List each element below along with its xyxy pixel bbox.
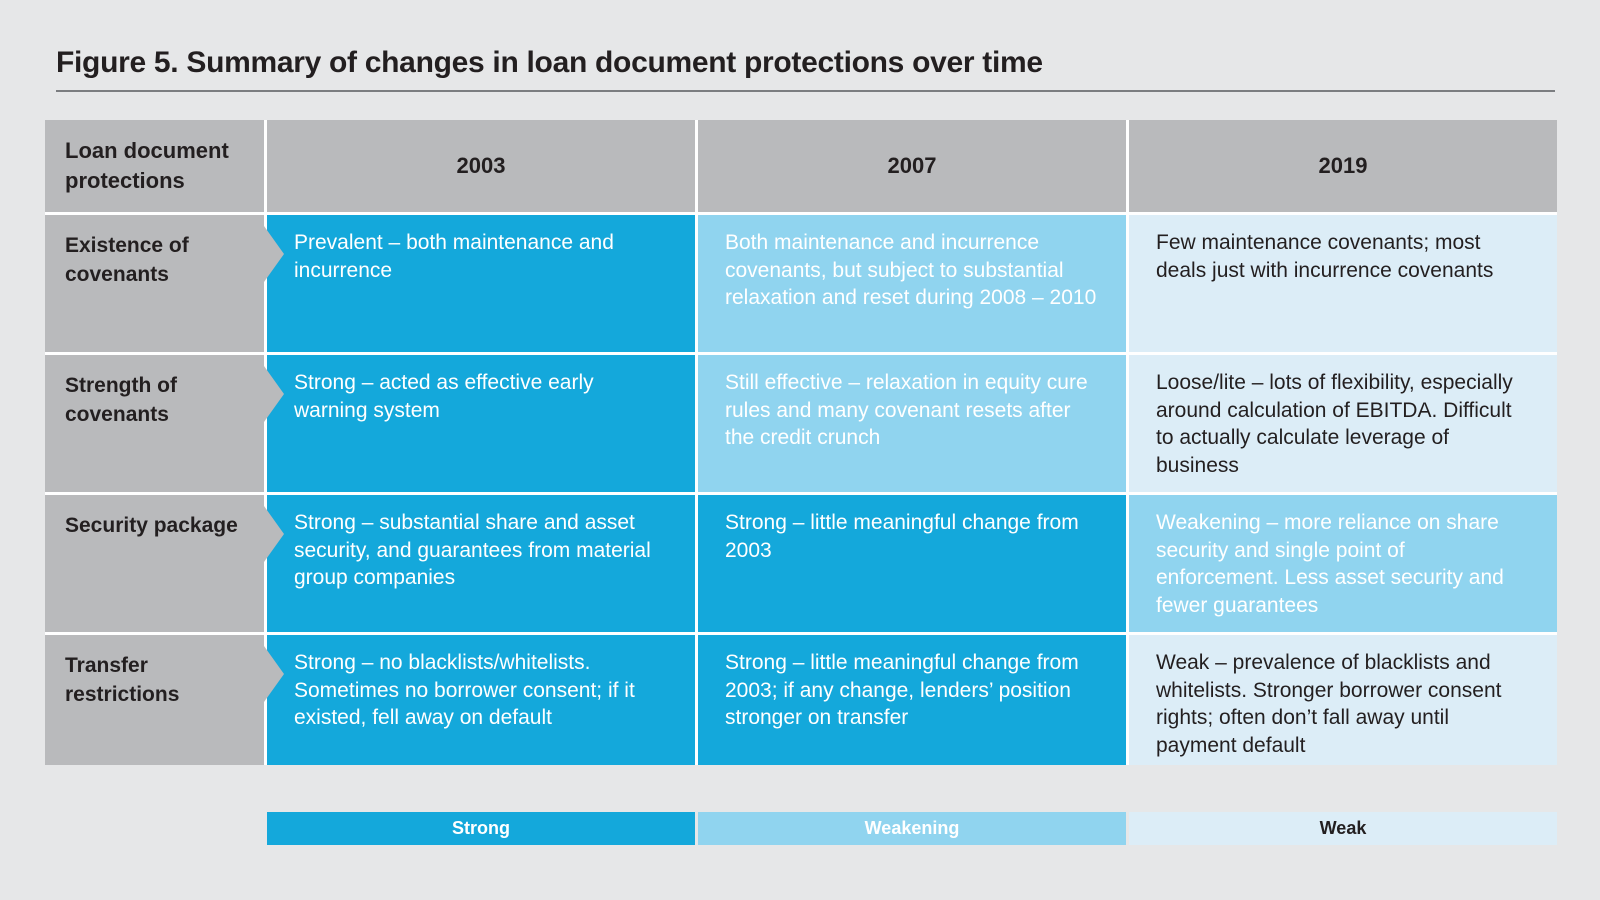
- year-header-2007: 2007: [698, 120, 1126, 212]
- legend-weak: Weak: [1129, 812, 1557, 845]
- table-cell: Strong – no blacklists/whitelists. Somet…: [267, 635, 695, 765]
- arrow-right-icon: [264, 366, 284, 422]
- table-cell: Still effective – relaxation in equity c…: [698, 355, 1126, 492]
- row-label-text: Existence of covenants: [65, 234, 189, 286]
- title-divider: [56, 90, 1555, 92]
- legend-strong: Strong: [267, 812, 695, 845]
- year-header-2003: 2003: [267, 120, 695, 212]
- loan-protections-table: Loan document protections 2003 2007 2019…: [45, 120, 1557, 765]
- row-label-text: Strength of covenants: [65, 374, 177, 426]
- strength-legend: Strong Weakening Weak: [45, 812, 1557, 845]
- figure-title: Figure 5. Summary of changes in loan doc…: [56, 46, 1043, 79]
- table-cell: Few maintenance covenants; most deals ju…: [1129, 215, 1557, 352]
- row-label-transfer-restrictions: Transfer restrictions: [45, 635, 284, 765]
- arrow-right-icon: [264, 226, 284, 282]
- arrow-right-icon: [264, 506, 284, 562]
- table-cell: Prevalent – both maintenance and incurre…: [267, 215, 695, 352]
- table-cell: Weak – prevalence of blacklists and whit…: [1129, 635, 1557, 765]
- year-header-2019: 2019: [1129, 120, 1557, 212]
- row-label-text: Transfer restrictions: [65, 654, 180, 706]
- row-label-security-package: Security package: [45, 495, 284, 632]
- row-label-strength-of-covenants: Strength of covenants: [45, 355, 284, 492]
- arrow-right-icon: [264, 646, 284, 702]
- table-cell: Both maintenance and incurrence covenant…: [698, 215, 1126, 352]
- table-cell: Strong – little meaningful change from 2…: [698, 495, 1126, 632]
- legend-spacer: [45, 812, 264, 845]
- table-cell: Strong – substantial share and asset sec…: [267, 495, 695, 632]
- table-cell: Strong – little meaningful change from 2…: [698, 635, 1126, 765]
- legend-weakening: Weakening: [698, 812, 1126, 845]
- row-label-existence-of-covenants: Existence of covenants: [45, 215, 284, 352]
- row-label-text: Security package: [65, 514, 238, 537]
- table-cell: Strong – acted as effective early warnin…: [267, 355, 695, 492]
- table-cell: Weakening – more reliance on share secur…: [1129, 495, 1557, 632]
- table-cell: Loose/lite – lots of flexibility, especi…: [1129, 355, 1557, 492]
- header-corner-cell: Loan document protections: [45, 120, 264, 212]
